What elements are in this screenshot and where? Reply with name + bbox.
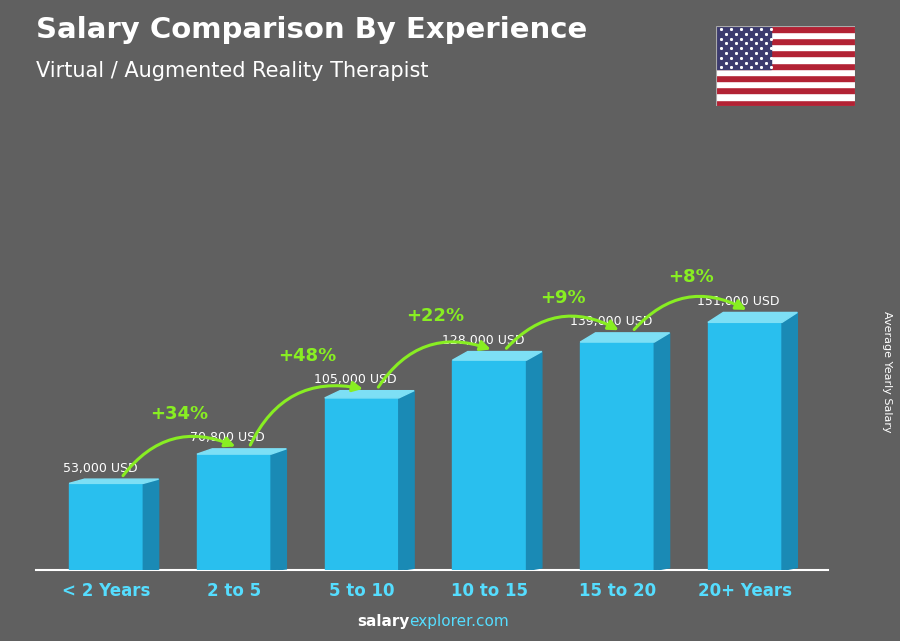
Text: 151,000 USD: 151,000 USD [698, 295, 779, 308]
Bar [716, 63, 855, 69]
Text: 128,000 USD: 128,000 USD [442, 334, 525, 347]
Polygon shape [654, 333, 670, 570]
Bar [708, 322, 782, 570]
FancyArrowPatch shape [250, 383, 360, 445]
Text: 70,800 USD: 70,800 USD [190, 431, 265, 444]
Text: 139,000 USD: 139,000 USD [570, 315, 652, 328]
Text: +48%: +48% [278, 347, 337, 365]
Polygon shape [143, 479, 158, 570]
Bar [453, 360, 526, 570]
Bar [580, 342, 654, 570]
Bar [69, 483, 143, 570]
Bar [716, 50, 855, 56]
Text: +9%: +9% [540, 289, 586, 307]
Text: 53,000 USD: 53,000 USD [63, 462, 137, 474]
Bar [716, 75, 855, 81]
Bar [716, 87, 855, 94]
Bar [716, 99, 855, 106]
Bar [197, 454, 271, 570]
Bar [716, 69, 855, 75]
FancyArrowPatch shape [123, 437, 232, 476]
Bar [716, 38, 855, 44]
FancyArrowPatch shape [634, 296, 743, 329]
Text: salary: salary [357, 615, 410, 629]
Bar [716, 56, 855, 63]
Polygon shape [580, 333, 670, 342]
FancyArrowPatch shape [507, 316, 616, 348]
Text: Virtual / Augmented Reality Therapist: Virtual / Augmented Reality Therapist [36, 61, 428, 81]
Bar [716, 94, 855, 99]
Bar [716, 26, 855, 32]
Bar [716, 26, 771, 69]
Polygon shape [197, 449, 286, 454]
Text: Average Yearly Salary: Average Yearly Salary [881, 311, 892, 433]
Text: explorer.com: explorer.com [410, 615, 509, 629]
Polygon shape [453, 351, 542, 360]
Bar [325, 398, 399, 570]
Polygon shape [325, 390, 414, 398]
Polygon shape [69, 479, 158, 483]
Bar [716, 81, 855, 87]
Text: +22%: +22% [406, 308, 464, 326]
Polygon shape [782, 312, 797, 570]
Bar [716, 44, 855, 50]
Polygon shape [526, 351, 542, 570]
Polygon shape [399, 390, 414, 570]
Text: +34%: +34% [150, 404, 209, 423]
Bar [716, 32, 855, 38]
Text: 105,000 USD: 105,000 USD [314, 373, 397, 387]
Polygon shape [708, 312, 797, 322]
FancyArrowPatch shape [378, 342, 488, 387]
Text: +8%: +8% [668, 269, 714, 287]
Text: Salary Comparison By Experience: Salary Comparison By Experience [36, 16, 587, 44]
Polygon shape [271, 449, 286, 570]
